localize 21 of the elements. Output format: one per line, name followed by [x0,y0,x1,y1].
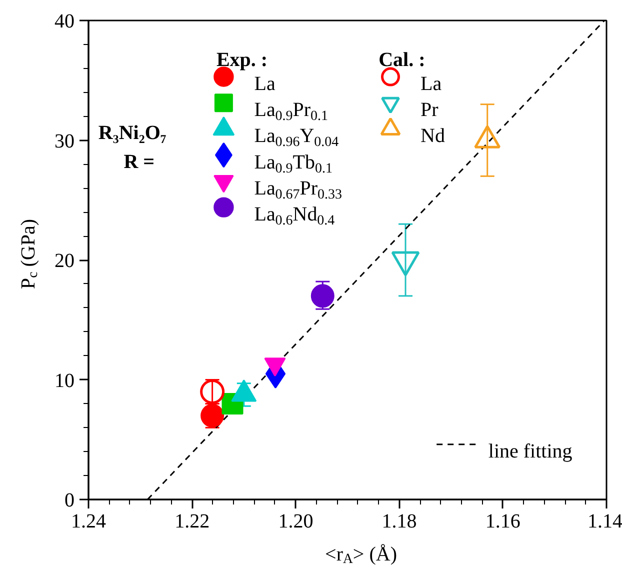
y-tick-label: 20 [54,250,74,272]
y-tick-label: 10 [54,370,74,392]
x-tick-label: 1.22 [174,510,210,532]
x-tick-label: 1.16 [485,510,520,532]
annotation: R = [124,150,155,173]
x-tick-label: 1.20 [278,510,314,532]
y-tick-label: 0 [64,490,74,512]
legend-label: Nd [420,125,445,148]
annotation: R₃Ni₂O₇ [98,122,166,144]
x-tick-label: 1.24 [71,510,106,532]
y-axis-title: Pc (GPa) [18,219,41,290]
legend-label: La [254,72,276,95]
legend-label: line fitting [488,440,572,463]
x-tick-label: 1.18 [382,510,417,532]
y-tick-label: 40 [54,10,74,32]
legend-label: Pr [420,99,439,122]
annotation: Cal. : [378,49,426,72]
y-tick-label: 30 [54,130,74,152]
x-tick-label: 1.14 [588,510,622,532]
annotation: Exp. : [216,49,268,72]
legend-label: La [420,72,442,95]
